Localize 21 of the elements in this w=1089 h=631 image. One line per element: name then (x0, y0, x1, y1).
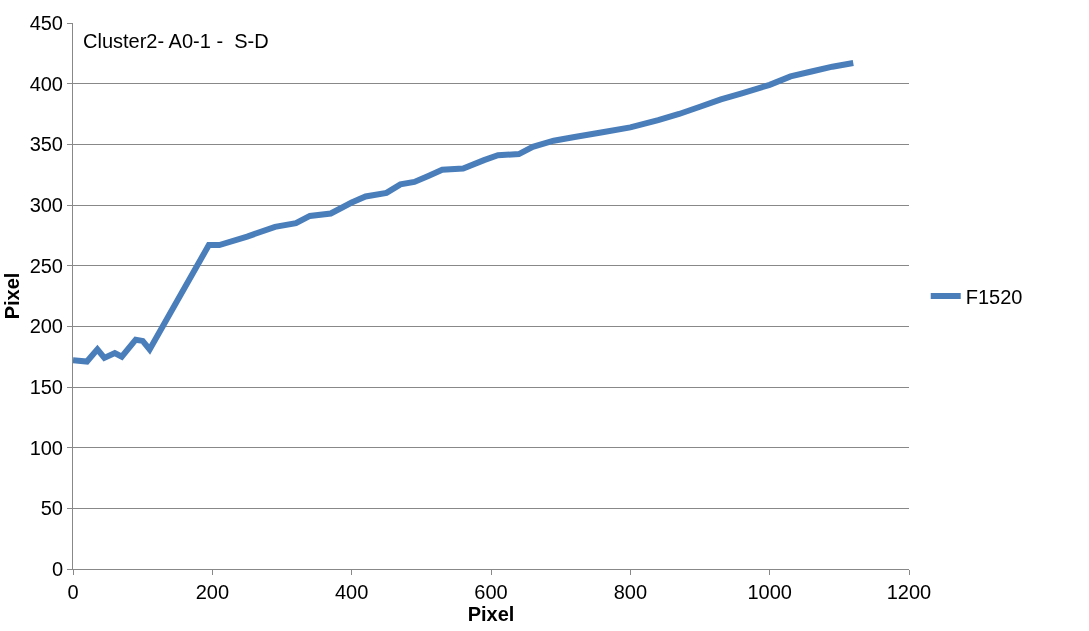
y-tick-label: 250 (29, 254, 63, 277)
chart-title: Cluster2- A0-1 - S-D (83, 30, 269, 52)
x-tick-label: 800 (613, 581, 648, 603)
x-tick-label: 0 (67, 581, 79, 603)
y-tick-label: 150 (29, 376, 63, 398)
y-tick-label: 400 (29, 72, 63, 95)
y-tick-label: 0 (51, 558, 63, 580)
y-tick-label: 200 (29, 315, 63, 338)
x-tick-label: 400 (334, 581, 369, 603)
x-tick-label: 200 (195, 581, 230, 603)
y-tick-label: 50 (40, 497, 63, 520)
y-tick-label: 350 (29, 133, 63, 156)
y-tick-label: 100 (29, 436, 63, 459)
x-tick-label: 600 (474, 581, 508, 603)
y-axis-title: Pixel (1, 272, 24, 320)
legend-label: F1520 (965, 285, 1023, 308)
x-tick-label: 1000 (747, 581, 792, 603)
x-axis-title: Pixel (467, 603, 515, 625)
y-tick-label: 300 (29, 194, 63, 216)
x-tick-label: 1200 (886, 581, 932, 603)
y-tick-label: 450 (29, 12, 63, 34)
